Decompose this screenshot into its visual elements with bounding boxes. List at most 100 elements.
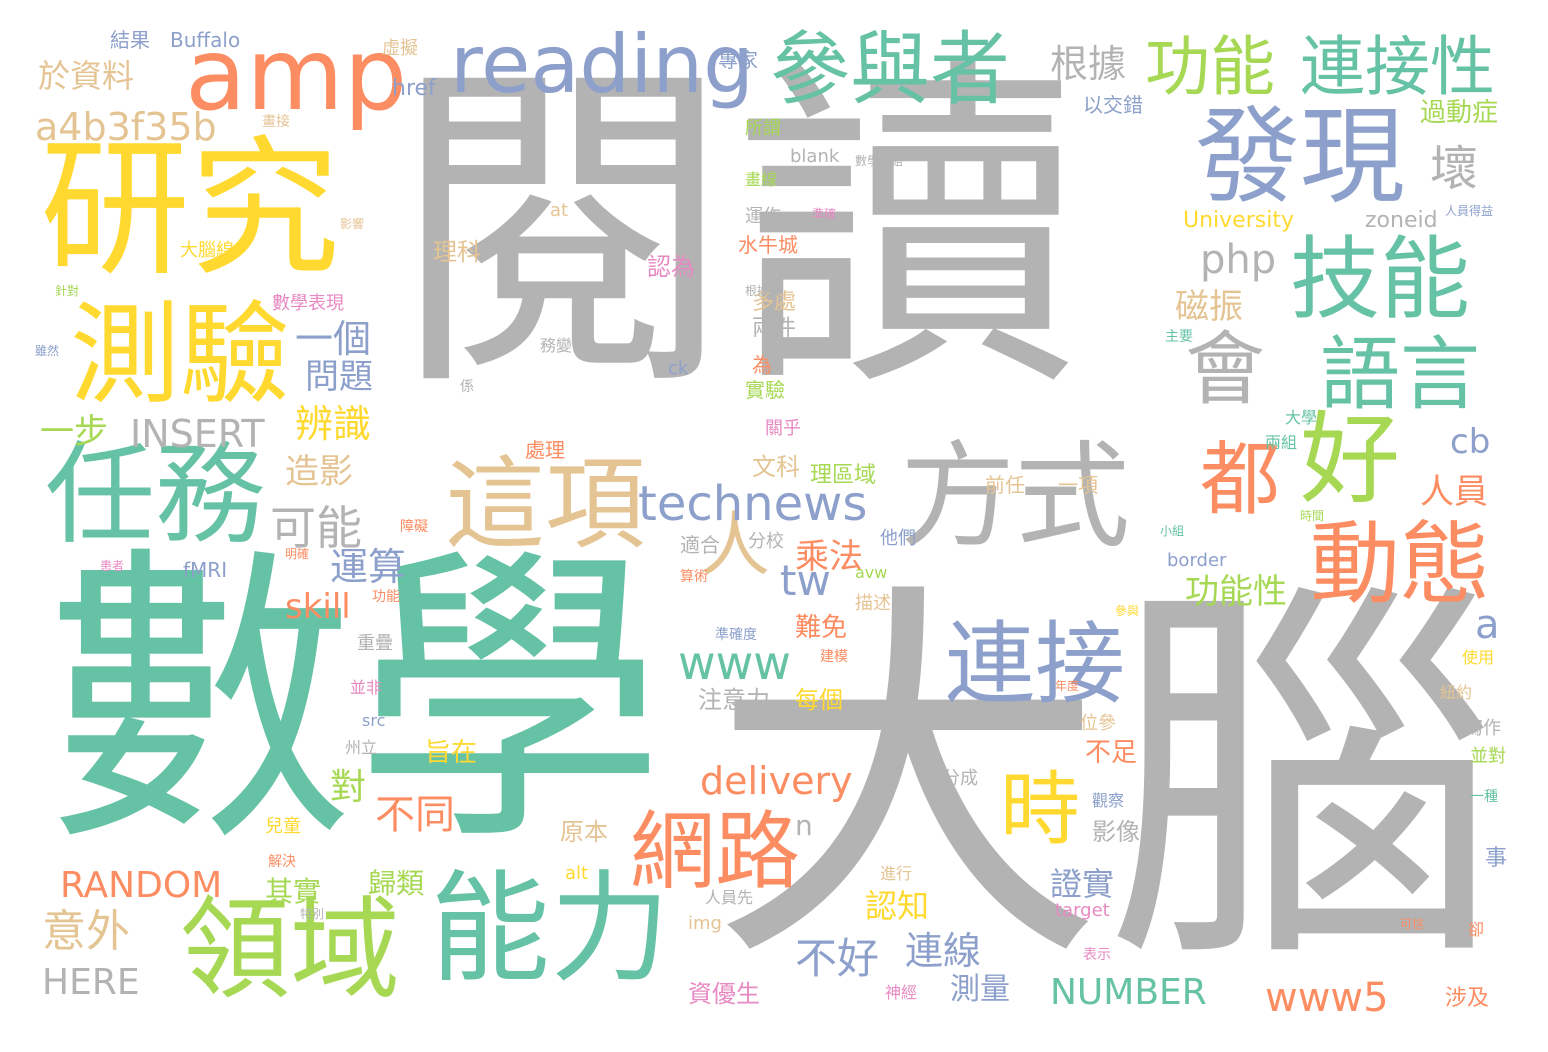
word-cloud-word: 乘法 <box>795 537 863 577</box>
word-cloud-word: 患者 <box>100 559 125 573</box>
word-cloud-word: 會 <box>1185 323 1265 416</box>
word-cloud-word: 人員先 <box>705 888 754 907</box>
word-cloud-word: 測驗 <box>70 291 290 419</box>
word-cloud-word: 功能 <box>372 589 400 605</box>
word-cloud-word: 描述 <box>855 593 891 614</box>
word-cloud-word: 所謂 <box>745 118 781 139</box>
word-cloud-word: border <box>1167 550 1227 571</box>
word-cloud-word: 他們 <box>880 528 916 549</box>
word-cloud-word: 適合 <box>680 533 720 557</box>
word-cloud-word: target <box>1055 900 1110 921</box>
word-cloud-word: 專家 <box>718 48 758 72</box>
word-cloud-word: 任務 <box>45 431 265 559</box>
word-cloud-word: a4b3f35b <box>35 105 217 149</box>
word-cloud-word: 大腦 <box>710 552 1500 1012</box>
word-cloud-word: 一步 <box>40 412 108 452</box>
word-cloud-word: Buffalo <box>170 28 241 52</box>
word-cloud-word: 運算 <box>330 545 407 589</box>
word-cloud-word: n <box>795 809 813 842</box>
word-cloud-word: 主要 <box>1165 329 1193 345</box>
word-cloud-word: 研究 <box>40 123 341 297</box>
word-cloud-word: 原本 <box>560 818 608 846</box>
word-cloud-word: 係 <box>460 379 474 395</box>
word-cloud-word: 過動症 <box>1420 98 1499 128</box>
word-cloud-word: 不同 <box>375 792 455 838</box>
word-cloud-word: 關乎 <box>765 418 801 439</box>
word-cloud-word: 方式 <box>900 430 1131 564</box>
word-cloud-word: 數學表現 <box>272 293 344 314</box>
word-cloud-word: 對 <box>330 767 367 808</box>
word-cloud-word: tw <box>780 556 831 605</box>
word-cloud-word: 觀察 <box>1092 791 1125 810</box>
word-cloud-word: 造影 <box>285 452 353 492</box>
word-cloud-word: 連接性 <box>1300 30 1496 105</box>
word-cloud-word: 認知 <box>865 887 930 925</box>
word-cloud-word: 參與者 <box>770 23 1010 116</box>
word-cloud-word: 能力 <box>430 860 670 999</box>
word-cloud-word: 障礙 <box>400 519 428 535</box>
word-cloud-word: 文科 <box>752 453 800 481</box>
word-cloud-word: 解決 <box>268 854 296 870</box>
word-cloud-word: 網路 <box>630 803 801 902</box>
word-cloud-word: 認為 <box>647 253 695 281</box>
word-cloud-word: 大學 <box>1285 408 1318 427</box>
word-cloud-word: www5 <box>1265 975 1389 1021</box>
word-cloud-word: 事 <box>1485 846 1508 871</box>
word-cloud-word: 時 <box>1000 763 1080 856</box>
word-cloud-word: 閱讀 <box>390 32 1080 433</box>
word-cloud-word: 進行 <box>880 864 913 883</box>
word-cloud-word: 結果 <box>110 28 150 52</box>
word-cloud-word: 並對 <box>1470 746 1506 767</box>
word-cloud-word: 一項 <box>1058 473 1098 497</box>
word-cloud-word: 建模 <box>820 649 848 665</box>
word-cloud-word: 水牛城 <box>738 233 798 257</box>
word-cloud-word: href <box>392 76 436 101</box>
word-cloud-word: 表示 <box>1083 947 1111 963</box>
word-cloud-word: cb <box>1450 422 1491 462</box>
word-cloud-word: at <box>550 200 569 221</box>
word-cloud-word: skill <box>285 587 351 627</box>
word-cloud-word: 好 <box>1300 401 1400 518</box>
word-cloud-word: 針對 <box>55 284 80 298</box>
word-cloud-word: 注意力 <box>698 686 770 714</box>
word-cloud-word: 時間 <box>1300 509 1325 523</box>
word-cloud-word: 實驗 <box>745 378 785 402</box>
word-cloud-word: 運作 <box>745 206 781 227</box>
word-cloud-word: 根據 <box>1050 42 1127 86</box>
word-cloud-word: 證實 <box>1050 865 1115 903</box>
word-cloud-word: 影響 <box>340 217 365 231</box>
word-cloud-word: 處理 <box>525 438 565 462</box>
word-cloud-word: 動態 <box>1310 512 1490 617</box>
word-cloud-word: php <box>1200 237 1277 283</box>
word-cloud-word: 發現 <box>1195 96 1406 218</box>
word-cloud-word: 一種 <box>1470 789 1498 805</box>
word-cloud-word: 州立 <box>345 738 378 757</box>
word-cloud-word: 小組 <box>1160 524 1185 538</box>
word-cloud-word: 兒童 <box>265 816 301 837</box>
word-cloud-word: 虛擬 <box>382 38 418 59</box>
word-cloud-word: 務變化 <box>540 336 589 355</box>
word-cloud-word: 測量 <box>950 972 1010 1007</box>
word-cloud-word: 涉及 <box>1445 986 1490 1011</box>
word-cloud-word: 問題 <box>305 357 373 397</box>
word-cloud-word: 於資料 <box>38 57 135 95</box>
word-cloud-word: RANDOM <box>60 865 223 906</box>
word-cloud-word: 這項 <box>445 446 645 563</box>
word-cloud-word: 每個 <box>795 686 843 714</box>
word-cloud-word: reading <box>450 18 754 111</box>
word-cloud-word: 準確 <box>812 207 837 221</box>
word-cloud-word: 以交錯 <box>1083 93 1143 117</box>
word-cloud-word: amp <box>185 16 408 133</box>
word-cloud-word: www <box>678 636 791 690</box>
word-cloud-word: src <box>362 711 386 730</box>
word-cloud-word: 意外 <box>42 906 130 957</box>
word-cloud-word: zoneid <box>1365 208 1438 233</box>
word-cloud-word: 兩件 <box>752 316 797 341</box>
word-cloud-word: 技能 <box>1290 227 1470 332</box>
word-cloud-word: 一個 <box>295 317 372 361</box>
word-cloud-word: 畫接 <box>262 114 290 130</box>
word-cloud-word: 可能 <box>270 501 362 555</box>
word-cloud-word: delivery <box>700 759 853 803</box>
word-cloud-word: 資優生 <box>688 980 760 1008</box>
